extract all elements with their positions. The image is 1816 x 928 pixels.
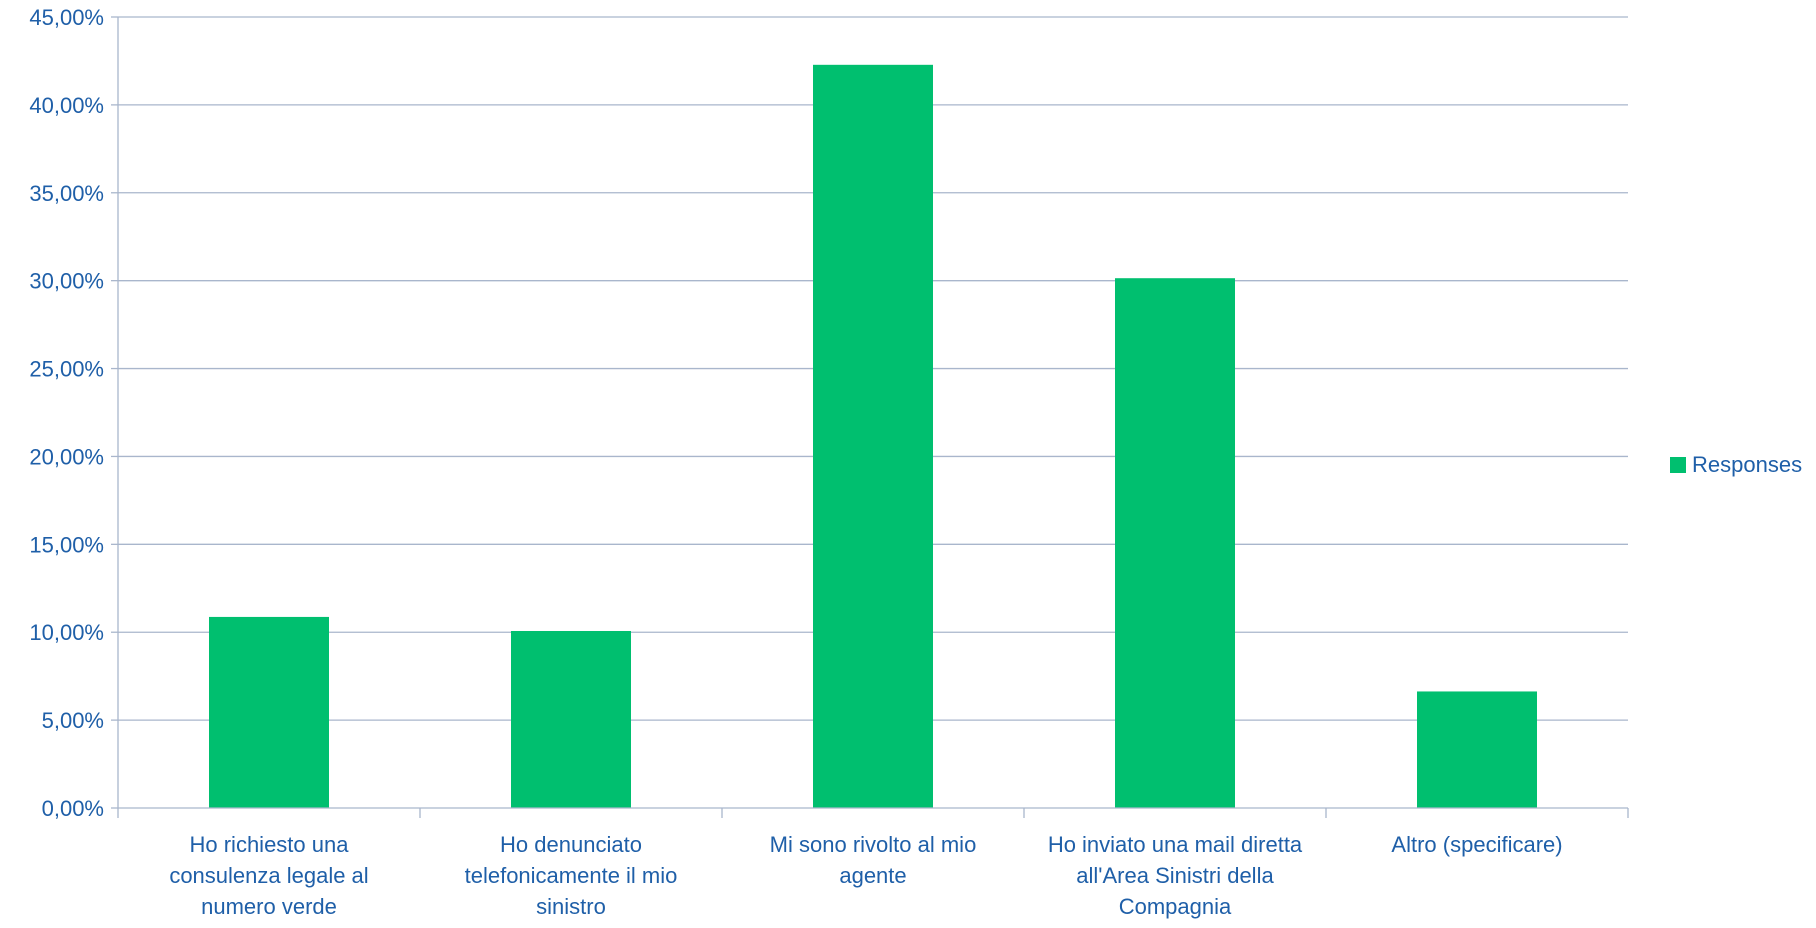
- bar: [511, 630, 631, 808]
- legend-swatch: [1670, 457, 1686, 473]
- bar: [1417, 691, 1537, 808]
- x-category-label: Mi sono rivolto al mio: [770, 832, 977, 857]
- y-tick-label: 0,00%: [42, 796, 104, 821]
- x-category-label: agente: [839, 863, 906, 888]
- axes: [111, 16, 1629, 818]
- legend: Responses: [1670, 452, 1802, 477]
- y-tick-label: 45,00%: [29, 5, 104, 30]
- y-tick-label: 25,00%: [29, 357, 104, 382]
- y-tick-label: 40,00%: [29, 93, 104, 118]
- x-category-label: Compagnia: [1119, 894, 1232, 919]
- x-category-label: numero verde: [201, 894, 337, 919]
- y-tick-label: 5,00%: [42, 708, 104, 733]
- x-category-label: consulenza legale al: [169, 863, 368, 888]
- y-tick-label: 35,00%: [29, 181, 104, 206]
- x-category-label: all'Area Sinistri della: [1076, 863, 1274, 888]
- bar: [1115, 278, 1235, 808]
- x-category-label: Altro (specificare): [1391, 832, 1562, 857]
- x-category-label: Ho inviato una mail diretta: [1048, 832, 1303, 857]
- y-tick-labels: 0,00% 5,00% 10,00% 15,00% 20,00% 25,00% 30,00%…: [29, 5, 104, 821]
- x-category-label: Ho denunciato: [500, 832, 642, 857]
- x-category-labels: Ho richiesto una consulenza legale al nume…: [169, 832, 1562, 919]
- x-category-label: sinistro: [536, 894, 606, 919]
- bar: [813, 64, 933, 809]
- x-category-label: Ho richiesto una: [190, 832, 350, 857]
- y-tick-label: 20,00%: [29, 444, 104, 469]
- x-category-label: telefonicamente il mio: [465, 863, 678, 888]
- bars: [209, 64, 1537, 809]
- y-tick-label: 10,00%: [29, 620, 104, 645]
- legend-label: Responses: [1692, 452, 1802, 477]
- bar: [209, 616, 329, 808]
- y-tick-label: 15,00%: [29, 532, 104, 557]
- y-tick-label: 30,00%: [29, 269, 104, 294]
